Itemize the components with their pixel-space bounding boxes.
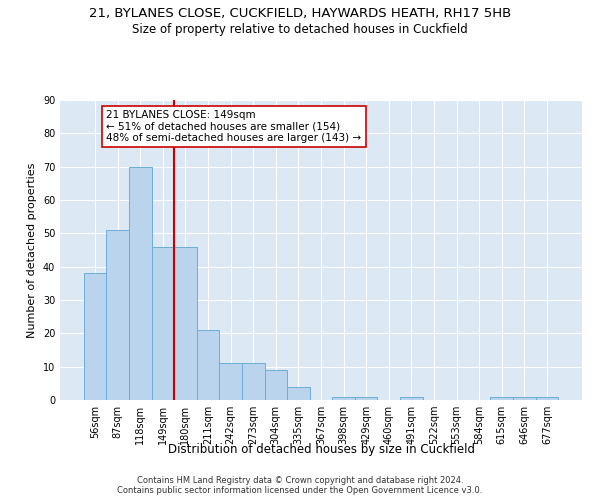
Y-axis label: Number of detached properties: Number of detached properties <box>27 162 37 338</box>
Bar <box>513 396 536 400</box>
Bar <box>129 166 152 400</box>
Bar <box>242 364 265 400</box>
Text: Size of property relative to detached houses in Cuckfield: Size of property relative to detached ho… <box>132 22 468 36</box>
Bar <box>197 330 220 400</box>
Bar <box>400 396 422 400</box>
Bar <box>265 370 287 400</box>
Bar <box>355 396 377 400</box>
Bar <box>220 364 242 400</box>
Bar <box>152 246 174 400</box>
Text: Contains HM Land Registry data © Crown copyright and database right 2024.
Contai: Contains HM Land Registry data © Crown c… <box>118 476 482 495</box>
Bar <box>106 230 129 400</box>
Bar <box>174 246 197 400</box>
Bar <box>490 396 513 400</box>
Bar <box>332 396 355 400</box>
Bar <box>536 396 558 400</box>
Text: Distribution of detached houses by size in Cuckfield: Distribution of detached houses by size … <box>167 442 475 456</box>
Bar <box>287 386 310 400</box>
Text: 21 BYLANES CLOSE: 149sqm
← 51% of detached houses are smaller (154)
48% of semi-: 21 BYLANES CLOSE: 149sqm ← 51% of detach… <box>106 110 361 143</box>
Bar <box>84 274 106 400</box>
Text: 21, BYLANES CLOSE, CUCKFIELD, HAYWARDS HEATH, RH17 5HB: 21, BYLANES CLOSE, CUCKFIELD, HAYWARDS H… <box>89 8 511 20</box>
